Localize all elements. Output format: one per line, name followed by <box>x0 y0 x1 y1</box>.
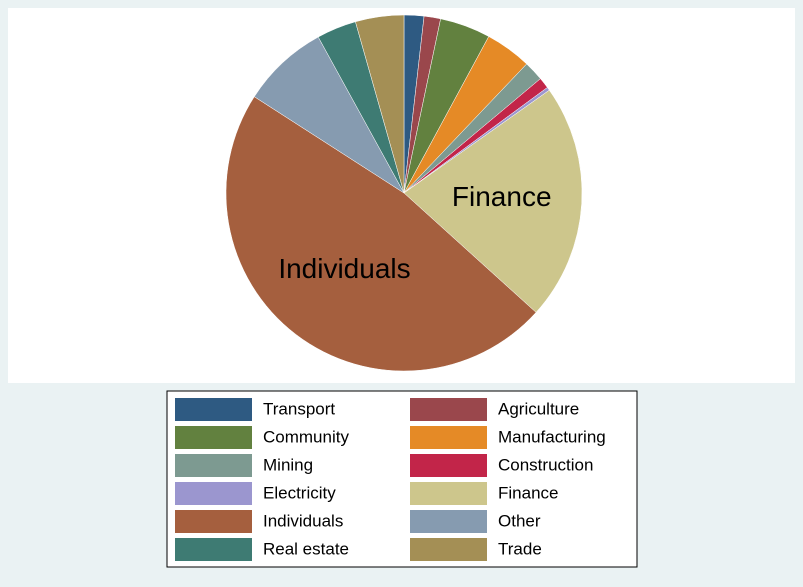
legend-label: Transport <box>263 399 335 418</box>
legend-swatch <box>175 426 252 449</box>
legend-swatch <box>175 454 252 477</box>
legend-label: Real estate <box>263 539 349 558</box>
legend-label: Finance <box>498 483 558 502</box>
legend-label: Manufacturing <box>498 427 606 446</box>
pie-slice <box>403 89 583 313</box>
slice-label: Finance <box>452 181 552 212</box>
legend-swatch <box>410 482 487 505</box>
legend-swatch <box>175 510 252 533</box>
legend-swatch <box>410 426 487 449</box>
legend-swatch <box>175 538 252 561</box>
legend-label: Agriculture <box>498 399 579 418</box>
legend-label: Other <box>498 511 541 530</box>
legend-swatch <box>175 482 252 505</box>
legend-label: Mining <box>263 455 313 474</box>
legend-label: Construction <box>498 455 593 474</box>
pie-slice <box>225 96 537 372</box>
legend-swatch <box>410 398 487 421</box>
legend-swatch <box>175 398 252 421</box>
pie-slice <box>355 14 405 194</box>
slice-label: Individuals <box>278 253 410 284</box>
legend-swatch <box>410 454 487 477</box>
legend-label: Trade <box>498 539 542 558</box>
legend-label: Electricity <box>263 483 336 502</box>
legend-label: Community <box>263 427 349 446</box>
legend-swatch <box>410 510 487 533</box>
legend-swatch <box>410 538 487 561</box>
legend-label: Individuals <box>263 511 343 530</box>
